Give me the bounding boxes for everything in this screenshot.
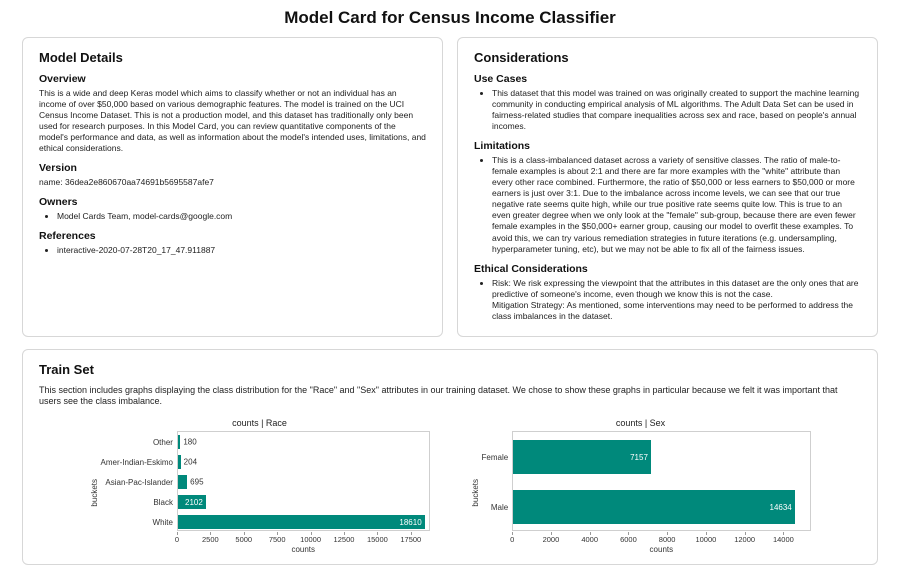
category-label: Asian-Pac-Islander [105, 477, 173, 487]
x-tick-label: 15000 [366, 535, 388, 545]
page-title: Model Card for Census Income Classifier [284, 8, 616, 27]
category-labels: Other Amer-Indian-Eskimo Asian-Pac-Islande… [101, 431, 173, 532]
bar: 18610 [177, 515, 425, 530]
chart-title: counts | Sex [615, 418, 666, 429]
x-axis-label: counts [649, 545, 674, 555]
bar: 14634 [513, 490, 795, 525]
x-tick-label: 10000 [695, 535, 717, 545]
version-heading: Version [39, 162, 77, 175]
model-details-title: Model Details [39, 50, 123, 65]
use-cases-list: This dataset that this model was trained… [474, 88, 861, 132]
references-list: interactive-2020-07-28T20_17_47.911887 [39, 245, 426, 256]
bar-row: 180 [177, 432, 429, 452]
plot-area: 7157 14634 [512, 431, 811, 532]
chart-grid: Female Male 7157 14634 0 2000 4000 6000 8000 1000… [482, 431, 811, 554]
ethical-mitigation-text: Mitigation Strategy: As mentioned, some … [492, 299, 853, 321]
bar: 7157 [513, 440, 651, 475]
bar-row: 14634 [513, 482, 809, 532]
x-tick-label: 12500 [333, 535, 355, 545]
model-details-card: Model Details Overview This is a wide an… [22, 37, 443, 337]
limitations-heading: Limitations [474, 140, 531, 153]
overview-text: This is a wide and deep Keras model whic… [39, 88, 426, 154]
x-tick-label: 14000 [772, 535, 794, 545]
category-label: Amer-Indian-Eskimo [100, 457, 173, 467]
train-set-title: Train Set [39, 361, 94, 377]
bar-row: 7157 [513, 432, 809, 482]
owner-item: Model Cards Team, model-cards@google.com [57, 211, 426, 222]
overview-heading: Overview [39, 73, 86, 85]
x-tick-label: 12000 [734, 535, 756, 545]
x-tick-label: 17500 [400, 535, 422, 545]
category-label: Black [153, 497, 173, 507]
bar-row: 695 [177, 472, 429, 492]
bar-value: 204 [183, 457, 198, 467]
x-tick-label: 6000 [620, 535, 637, 545]
bar: 695 [177, 475, 204, 490]
bar: 2102 [177, 495, 206, 510]
y-axis-label: buckets [89, 478, 99, 507]
version-text: name: 36dea2e860670aa74691b5695587afe7 [39, 177, 214, 188]
reference-item: interactive-2020-07-28T20_17_47.911887 [57, 245, 426, 256]
category-label: White [152, 517, 173, 527]
x-axis-label: counts [291, 545, 316, 555]
chart-body: buckets Female Male 7157 14634 0 2000 4000 6000 8… [471, 431, 811, 554]
x-tick-label: 2500 [202, 535, 219, 545]
charts-row: counts | Race buckets Other Amer-Indian-Esk… [39, 416, 861, 554]
top-cards-row: Model Details Overview This is a wide an… [22, 37, 878, 337]
ethical-heading: Ethical Considerations [474, 262, 588, 275]
bar-value: 7157 [630, 452, 648, 462]
references-heading: References [39, 230, 96, 243]
chart-grid: Other Amer-Indian-Eskimo Asian-Pac-Islande… [101, 431, 430, 554]
x-axis-ticks: 0 2500 5000 7500 10000 12500 15000 17500 [174, 532, 430, 545]
bar: 204 [177, 455, 197, 470]
bar-row: 18610 [177, 512, 429, 532]
x-tick-label: 5000 [235, 535, 253, 545]
x-axis-ticks: 0 2000 4000 6000 8000 10000 12000 14000 [510, 532, 810, 545]
use-case-item: This dataset that this model was trained… [492, 88, 861, 132]
bar-row: 204 [177, 452, 429, 472]
plot-area: 180 204 695 2102 18610 [176, 431, 430, 532]
x-tick-label: 0 [174, 535, 180, 545]
race-counts-chart: counts | Race buckets Other Amer-Indian-Esk… [90, 418, 430, 554]
bar-value: 14634 [769, 502, 792, 512]
limitation-item: This is a class-imbalanced dataset acros… [492, 155, 861, 254]
category-labels: Female Male [482, 431, 509, 532]
train-set-card: Train Set This section includes graphs d… [22, 348, 878, 565]
bar-row: 2102 [177, 492, 429, 512]
chart-title: counts | Race [232, 418, 287, 429]
x-tick-label: 2000 [542, 535, 560, 545]
bar-value: 18610 [399, 517, 422, 527]
x-tick-label: 7500 [268, 535, 286, 545]
category-label: Female [481, 452, 509, 462]
bar-value: 695 [190, 477, 204, 487]
train-set-description: This section includes graphs displaying … [39, 384, 838, 407]
x-tick-label: 4000 [581, 535, 598, 545]
bar-value: 180 [183, 437, 197, 447]
category-label: Other [152, 437, 173, 447]
use-cases-heading: Use Cases [474, 73, 528, 85]
limitations-list: This is a class-imbalanced dataset acros… [474, 155, 861, 254]
y-axis-label: buckets [470, 478, 480, 507]
ethical-risk-text: Risk: We risk expressing the viewpoint t… [492, 277, 859, 299]
considerations-card: Considerations Use Cases This dataset th… [457, 37, 878, 337]
sex-counts-chart: counts | Sex buckets Female Male 7157 14634 0 2… [471, 418, 811, 554]
ethical-item: Risk: We risk expressing the viewpoint t… [492, 278, 861, 322]
x-tick-label: 8000 [658, 535, 676, 545]
category-label: Male [490, 502, 509, 512]
owners-list: Model Cards Team, model-cards@google.com [39, 211, 426, 222]
x-tick-label: 10000 [300, 535, 322, 545]
considerations-title: Considerations [474, 50, 569, 65]
bar: 180 [177, 435, 197, 450]
x-tick-label: 0 [510, 535, 515, 545]
owners-heading: Owners [39, 196, 78, 209]
chart-body: buckets Other Amer-Indian-Eskimo Asian-Pac-… [90, 431, 430, 554]
model-card-page: Model Card for Census Income Classifier … [0, 8, 900, 565]
ethical-list: Risk: We risk expressing the viewpoint t… [474, 278, 861, 322]
bar-value: 2102 [185, 497, 203, 507]
